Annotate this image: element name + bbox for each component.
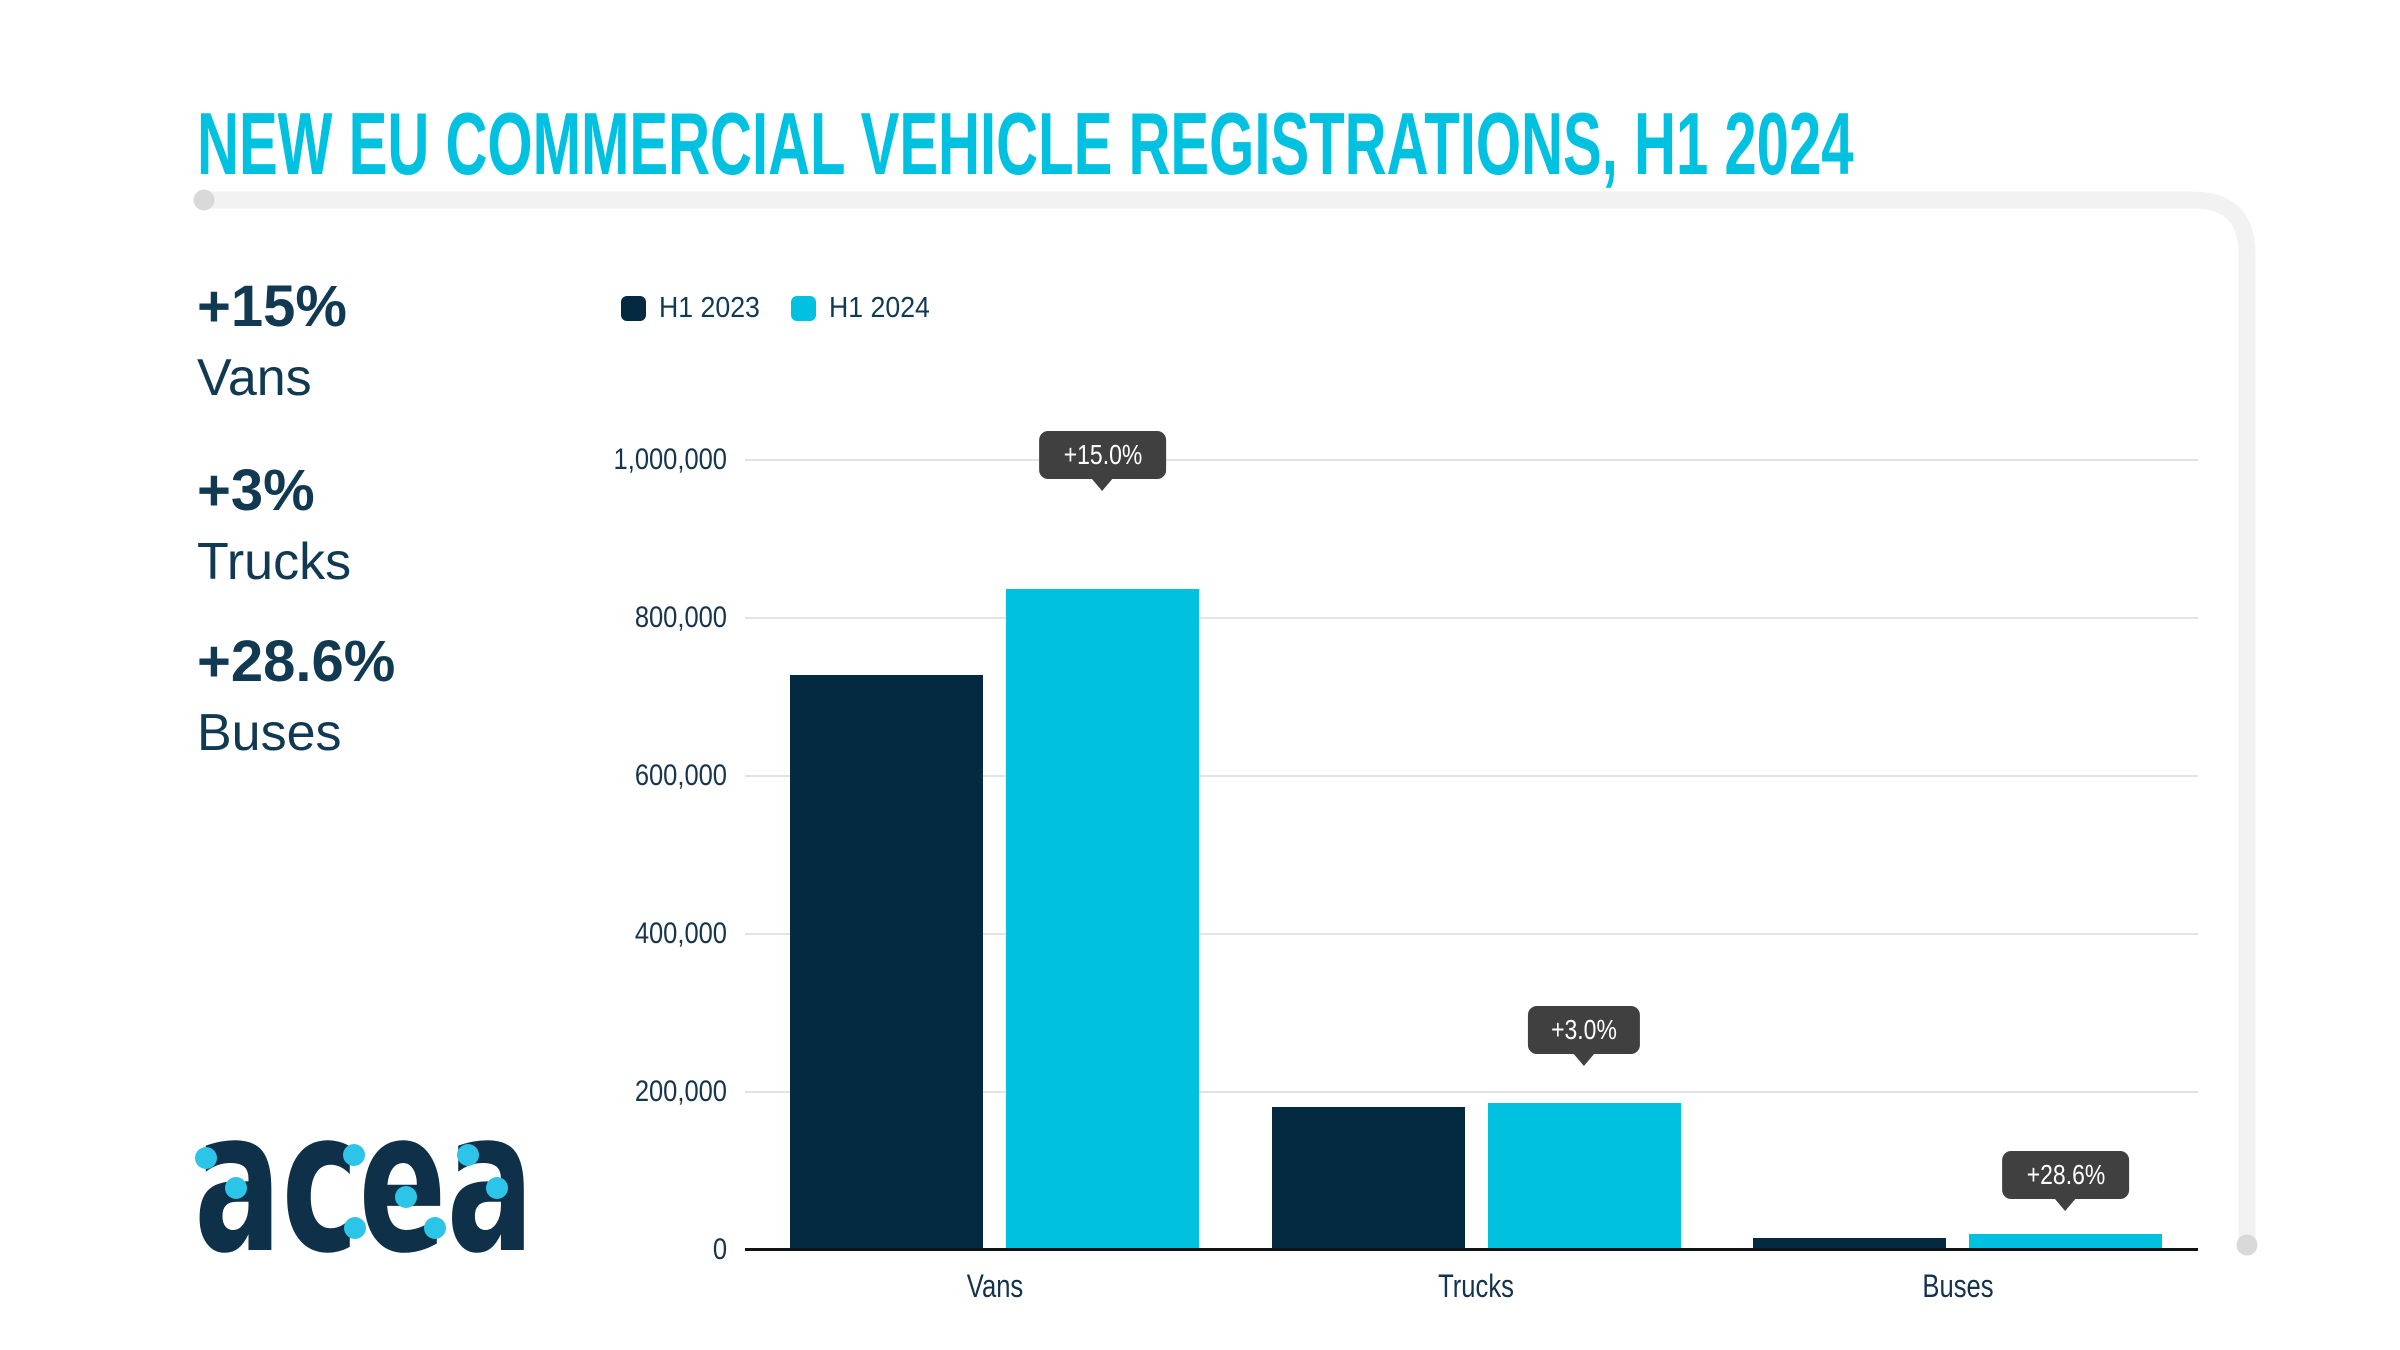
bar-h1-2023-vans	[790, 674, 983, 1250]
stat-vans-label: Vans	[197, 349, 312, 407]
stat-vans: +15% Vans	[197, 274, 347, 407]
stat-vans-percent: +15%	[197, 274, 347, 339]
annotation-text-trucks: +3.0%	[1551, 1013, 1617, 1045]
annotation-text-vans: +15.0%	[1063, 438, 1142, 470]
annotation-text-buses: +28.6%	[2026, 1159, 2105, 1191]
chart-legend: H1 2023 H1 2024	[621, 294, 960, 323]
gridline-800-000	[745, 617, 2198, 619]
gridline-400-000	[745, 933, 2198, 935]
acea-logo-dots	[195, 1144, 508, 1239]
gridline-200-000	[745, 1091, 2198, 1093]
frame-end-dot	[2236, 1234, 2258, 1256]
y-axis-tick-400-000: 400,000	[634, 917, 727, 950]
annotation-bubble-trucks: +3.0%	[1527, 1005, 1641, 1066]
legend-label-h1-2023: H1 2023	[659, 292, 760, 324]
gridline-1-000-000	[745, 459, 2198, 461]
bar-chart-plot-area: 0 200,000 400,000 600,000 800,000 1,000,000 Va…	[614, 430, 2198, 1302]
stat-buses-label: Buses	[197, 704, 342, 762]
stat-buses: +28.6% Buses	[197, 629, 396, 762]
bar-h1-2024-trucks	[1487, 1102, 1681, 1250]
stat-trucks-label: Trucks	[197, 533, 352, 591]
stat-trucks-percent: +3%	[197, 458, 315, 523]
legend-swatch-h1-2024	[790, 296, 816, 321]
bar-h1-2023-trucks	[1271, 1107, 1465, 1250]
gridline-600-000	[745, 775, 2198, 777]
x-axis-line	[745, 1248, 2198, 1251]
legend-item-h1-2024: H1 2024	[790, 292, 939, 324]
y-axis-tick-800-000: 800,000	[634, 601, 727, 634]
legend-item-h1-2023: H1 2023	[621, 294, 769, 323]
bar-h1-2024-vans	[1006, 588, 1199, 1250]
stat-buses-percent: +28.6%	[197, 629, 396, 694]
stat-trucks: +3% Trucks	[197, 458, 352, 591]
y-axis-tick-1-000-000: 1,000,000	[613, 443, 727, 476]
acea-logo: acea	[194, 1092, 534, 1292]
x-axis-label-vans: Vans	[966, 1268, 1023, 1304]
x-axis-label-buses: Buses	[1921, 1268, 1994, 1304]
x-axis-label-trucks: Trucks	[1438, 1268, 1514, 1304]
legend-label-h1-2024: H1 2024	[828, 292, 930, 324]
legend-swatch-h1-2023	[621, 296, 646, 321]
y-axis-tick-200-000: 200,000	[634, 1075, 727, 1108]
acea-logo-text: acea	[194, 1092, 534, 1292]
annotation-bubble-buses: +28.6%	[2001, 1151, 2130, 1212]
y-axis-tick-0: 0	[712, 1233, 727, 1266]
annotation-bubble-vans: +15.0%	[1038, 430, 1167, 491]
y-axis-tick-600-000: 600,000	[634, 759, 727, 792]
page-title: NEW EU COMMERCIAL VEHICLE REGISTRATIONS,…	[197, 94, 1854, 193]
